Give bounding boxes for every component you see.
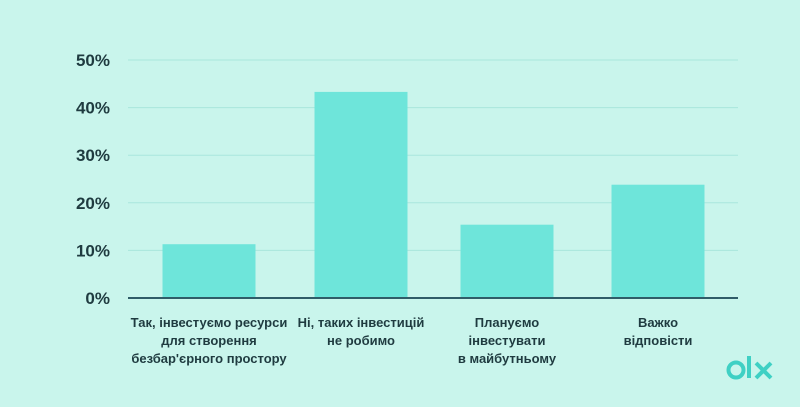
logo-o-shape bbox=[726, 360, 746, 380]
y-tick-label: 0% bbox=[85, 289, 110, 308]
category-label: інвестувати bbox=[469, 333, 546, 348]
y-tick-label: 40% bbox=[76, 99, 110, 118]
bar bbox=[314, 91, 408, 298]
category-label: Плануємо bbox=[475, 315, 540, 330]
category-label: безбар'єрного простору bbox=[131, 351, 287, 366]
category-label: для створення bbox=[161, 333, 257, 348]
logo-l-shape bbox=[747, 356, 751, 378]
category-label: не робимо bbox=[327, 333, 395, 348]
logo-x-stroke bbox=[754, 361, 773, 380]
category-label: Так, інвестуємо ресурси bbox=[131, 315, 288, 330]
bar bbox=[162, 244, 256, 298]
bar bbox=[611, 184, 705, 298]
olx-logo bbox=[726, 356, 773, 380]
category-label: Важко bbox=[638, 315, 678, 330]
y-tick-label: 10% bbox=[76, 241, 110, 260]
y-tick-labels: 0% 10% 20% 30% 40% 50% bbox=[76, 51, 110, 308]
category-labels: Так, інвестуємо ресурси для створення безб… bbox=[131, 315, 693, 366]
y-tick-label: 30% bbox=[76, 146, 110, 165]
y-tick-label: 50% bbox=[76, 51, 110, 70]
bar bbox=[460, 224, 554, 298]
category-label: відповісти bbox=[624, 333, 693, 348]
y-tick-label: 20% bbox=[76, 194, 110, 213]
category-label: в майбутньому bbox=[458, 351, 557, 366]
category-label: Ні, таких інвестицій bbox=[298, 315, 425, 330]
bars bbox=[162, 91, 705, 298]
